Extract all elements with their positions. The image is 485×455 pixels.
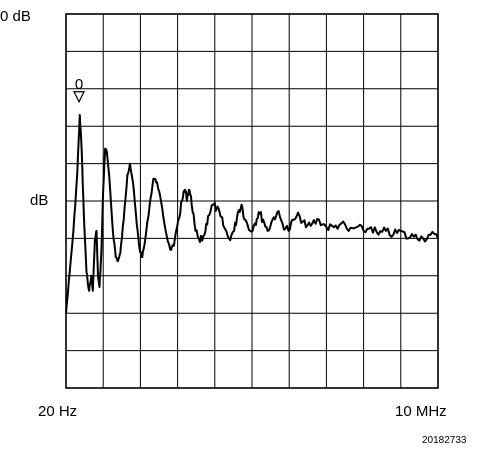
- response-trace: [65, 114, 439, 315]
- plot-frame: [65, 13, 439, 389]
- x-axis-start-label: 20 Hz: [38, 403, 77, 420]
- y-axis-top-label: 0 dB: [0, 8, 31, 25]
- figure-id: 20182733: [422, 435, 467, 446]
- marker-label: 0: [75, 76, 83, 93]
- marker-triangle-icon: [73, 91, 85, 104]
- y-axis-mid-label: dB: [30, 192, 48, 209]
- grid: [66, 14, 438, 388]
- x-axis-end-label: 10 MHz: [395, 403, 447, 420]
